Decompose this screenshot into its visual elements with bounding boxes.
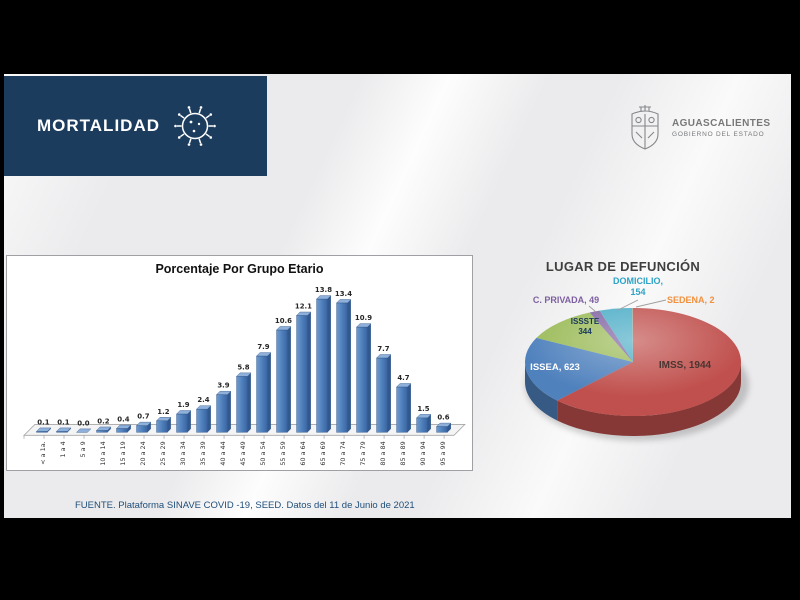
pie-chart-panel: LUGAR DE DEFUNCIÓN IMSS, 1944 ISSEA, 623… [490,255,790,470]
bar-category-label: 50 a 54 [259,441,267,465]
bar [216,391,232,433]
bar [436,422,452,433]
bar-value-label: 10.6 [275,317,292,325]
bar-value-label: 3.9 [217,382,229,390]
pie-side-issea [525,362,558,421]
bar-value-label: 0.0 [77,419,89,427]
bar-category-label: 45 a 49 [239,441,247,465]
pie-chart [525,299,749,441]
pie-label-issste: ISSSTE 344 [571,317,599,337]
bar-value-label: 1.9 [177,401,189,409]
page-title: MORTALIDAD [37,116,160,135]
coat-of-arms-icon [631,105,659,150]
bar-value-label: 0.1 [37,418,49,426]
bar-category-label: 20 a 24 [139,441,147,465]
bar-value-label: 10.9 [355,314,372,322]
leader-sedena [635,299,667,308]
bar-category-label: 85 a 89 [399,441,407,465]
pie-label-domicilio-name: DOMICILIO, [613,276,663,286]
bar [256,352,272,433]
bar-value-label: 0.4 [117,416,129,424]
bar-category-label: < a 1a. [39,441,47,464]
bar-category-label: 10 a 14 [99,441,107,465]
bar [376,354,392,433]
bar-chart: 0.1 < a 1a. 0.1 1 a 4 0.0 5 a 9 0.2 10 a 14 0.4 1… [23,286,466,466]
bar-category-label: 95 a 99 [439,441,447,465]
bar [356,323,372,433]
virus-icon [174,106,216,146]
bar-category-label: 1 a 4 [59,441,67,457]
pie-side-imss [557,362,741,436]
bar [96,426,112,433]
bar-category-label: 5 a 9 [79,441,87,457]
pie-chart-title: LUGAR DE DEFUNCIÓN [545,259,701,274]
bar [396,383,412,433]
bar-value-label: 0.1 [57,418,69,426]
bar [336,299,352,433]
bar [296,311,312,433]
bar-category-label: 15 a 19 [119,441,127,465]
bar-category-label: 30 a 34 [179,441,187,465]
bar-chart-panel: 0.1 < a 1a. 0.1 1 a 4 0.0 5 a 9 0.2 10 a 14 0.4 1… [6,255,473,471]
pie-label-domicilio-value: 154 [630,287,646,297]
logo-subtitle: GOBIERNO DEL ESTADO [672,131,765,138]
bar-value-label: 12.1 [295,303,312,311]
bar-category-label: 40 a 44 [219,441,227,465]
logo-text: AGUASCALIENTES GOBIERNO DEL ESTADO [672,118,770,138]
bar [176,410,192,433]
slide: MORTALIDAD AGUASCALIENTES GOBIERNO DEL E… [4,74,791,518]
bar-category-label: 55 a 59 [279,441,287,465]
bar-value-label: 1.5 [417,405,429,413]
pie-highlight [525,308,741,416]
bar-value-label: 7.7 [377,345,389,353]
bar [56,427,72,433]
pie-label-issste-value: 344 [578,327,592,336]
bar-value-label: 5.8 [237,363,249,371]
bar-chart-title: Porcentaje Por Grupo Etario [155,262,324,276]
bar [416,414,432,433]
pie-label-issea: ISSEA, 623 [530,362,580,373]
bar [236,372,252,433]
bar [76,428,92,433]
bar [276,326,292,433]
bar [136,421,152,433]
bar-value-label: 2.4 [197,396,209,404]
bar [156,417,172,433]
bar-category-label: 25 a 29 [159,441,167,465]
bar-category-label: 70 a 74 [339,441,347,465]
bar-value-label: 13.8 [315,286,332,294]
bar-value-label: 0.2 [97,417,109,425]
bar-value-label: 13.4 [335,290,352,298]
source-note: FUENTE. Plataforma SINAVE COVID -19, SEE… [75,500,415,511]
bar-value-label: 0.7 [137,413,149,421]
pie-label-domicilio: DOMICILIO, 154 [613,276,663,298]
bar-category-label: 90 a 94 [419,441,427,465]
bar [316,295,332,433]
header-band: MORTALIDAD [4,76,267,176]
leader-domicilio [617,299,639,311]
bar-value-label: 4.7 [397,374,409,382]
state-logo: AGUASCALIENTES GOBIERNO DEL ESTADO [626,104,770,152]
pie-label-imss: IMSS, 1944 [658,360,712,371]
bar [116,424,132,433]
logo-title: AGUASCALIENTES [672,118,771,129]
pie-label-c-privada: C. PRIVADA, 49 [532,295,600,305]
bar-value-label: 1.2 [157,408,169,416]
bar-category-label: 60 a 64 [299,441,307,465]
bar-value-label: 7.9 [257,343,269,351]
pie-label-sedena: SEDENA, 2 [667,295,715,305]
bar-category-label: 65 a 69 [319,441,327,465]
bar-value-label: 0.6 [437,414,449,422]
leader-c-privada [588,305,597,313]
bar [196,405,212,433]
pie-label-issste-name: ISSSTE [570,317,600,326]
bar [36,427,52,433]
bar-category-label: 80 a 84 [379,441,387,465]
bar-category-label: 75 a 79 [359,441,367,465]
bar-category-label: 35 a 39 [199,441,207,465]
